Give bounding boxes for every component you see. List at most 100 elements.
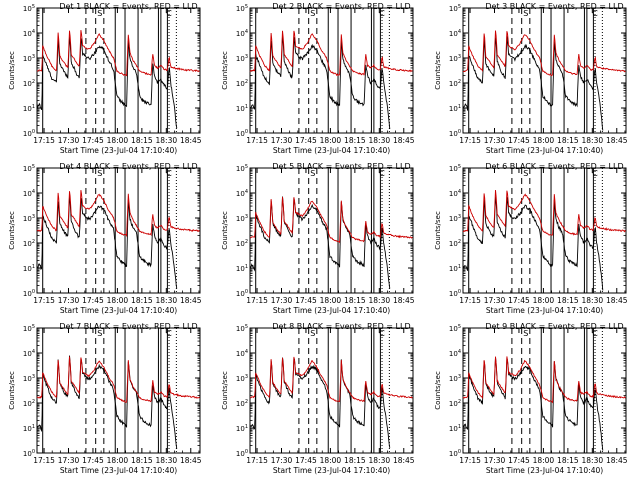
y-tick-label: 103 xyxy=(449,54,461,63)
x-tick-label: 17:30 xyxy=(271,456,293,465)
top-interval-label: S xyxy=(523,169,528,178)
events-series-line xyxy=(249,357,391,448)
y-tick-label: 104 xyxy=(236,189,248,198)
y-tick-label: 105 xyxy=(236,4,248,13)
x-tick-label: 18:00 xyxy=(533,456,555,465)
y-tick-label: 101 xyxy=(236,424,248,433)
x-tick-label: 18:30 xyxy=(156,456,178,465)
x-tick-label: 17:30 xyxy=(271,136,293,145)
x-tick-label: 17:45 xyxy=(508,136,530,145)
y-tick-label: 103 xyxy=(449,214,461,223)
plot-frame xyxy=(36,7,201,134)
x-tick-label: 18:30 xyxy=(369,456,391,465)
x-tick-label: 18:45 xyxy=(393,456,415,465)
y-tick-label: 103 xyxy=(236,54,248,63)
top-interval-label: C xyxy=(379,9,385,18)
y-tick-label: 103 xyxy=(236,374,248,383)
x-axis-label: Start Time (23-Jul-04 17:10:40) xyxy=(486,306,603,315)
detector-panel-1: Det 1 BLACK = Events, RED = LLD 100 101 102… xyxy=(8,2,202,155)
x-tick-label: 18:15 xyxy=(131,296,153,305)
panel-title: Det 7 BLACK = Events, RED = LLD xyxy=(59,322,197,331)
lld-series-line xyxy=(36,190,200,238)
detector-panel-4: Det 4 BLACK = Events, RED = LLD 100 101 102… xyxy=(8,162,202,315)
y-tick-label: 102 xyxy=(449,399,461,408)
y-tick-label: 104 xyxy=(236,29,248,38)
x-tick-label: 18:00 xyxy=(107,136,129,145)
x-tick-label: 18:15 xyxy=(131,456,153,465)
x-tick-label: 18:15 xyxy=(557,296,579,305)
x-axis-label: Start Time (23-Jul-04 17:10:40) xyxy=(60,146,177,155)
y-tick-label: 103 xyxy=(23,374,35,383)
x-tick-label: 18:45 xyxy=(393,136,415,145)
x-tick-label: 18:45 xyxy=(180,296,202,305)
x-tick-label: 17:30 xyxy=(484,456,506,465)
x-tick-label: 18:30 xyxy=(156,296,178,305)
top-interval-label: C xyxy=(379,169,385,178)
x-tick-label: 18:30 xyxy=(582,296,604,305)
x-tick-label: 18:15 xyxy=(344,136,366,145)
plot-frame xyxy=(462,327,627,454)
y-tick-label: 104 xyxy=(23,189,35,198)
y-tick-label: 101 xyxy=(449,264,461,273)
plot-frame xyxy=(462,7,627,134)
x-tick-label: 17:30 xyxy=(58,456,80,465)
y-tick-label: 103 xyxy=(449,374,461,383)
y-tick-label: 105 xyxy=(449,324,461,333)
events-series-line xyxy=(462,357,604,451)
x-tick-label: 18:30 xyxy=(582,456,604,465)
x-tick-label: 17:30 xyxy=(484,296,506,305)
x-tick-label: 18:45 xyxy=(180,136,202,145)
x-tick-label: 18:30 xyxy=(582,136,604,145)
x-tick-label: 18:00 xyxy=(320,456,342,465)
plot-frame xyxy=(36,327,201,454)
lld-series-line xyxy=(462,356,626,404)
x-tick-label: 17:15 xyxy=(246,136,268,145)
y-tick-label: 105 xyxy=(236,324,248,333)
panel-title: Det 5 BLACK = Events, RED = LLD xyxy=(272,162,410,171)
x-tick-label: 17:45 xyxy=(82,296,104,305)
y-tick-label: 100 xyxy=(23,449,35,458)
x-tick-label: 17:15 xyxy=(33,456,55,465)
top-interval-label: S xyxy=(97,329,102,338)
events-series-line xyxy=(249,196,391,289)
y-tick-label: 101 xyxy=(449,104,461,113)
panel-title: Det 4 BLACK = Events, RED = LLD xyxy=(59,162,197,171)
x-tick-label: 17:30 xyxy=(484,136,506,145)
y-tick-label: 104 xyxy=(449,29,461,38)
y-axis-label: Counts/sec xyxy=(221,51,229,90)
plot-frame xyxy=(249,7,414,134)
x-tick-label: 18:30 xyxy=(369,136,391,145)
y-tick-label: 104 xyxy=(236,349,248,358)
y-tick-label: 105 xyxy=(23,164,35,173)
events-series-line xyxy=(462,36,604,131)
x-axis-label: Start Time (23-Jul-04 17:10:40) xyxy=(273,146,390,155)
y-tick-label: 104 xyxy=(449,349,461,358)
top-interval-label: C xyxy=(166,169,172,178)
plot-frame xyxy=(462,167,627,294)
lld-series-line xyxy=(249,30,413,77)
x-tick-label: 18:00 xyxy=(533,296,555,305)
y-tick-label: 102 xyxy=(23,79,35,88)
x-tick-label: 18:00 xyxy=(107,296,129,305)
events-series-line xyxy=(36,196,178,289)
plot-frame xyxy=(249,327,414,454)
y-tick-label: 101 xyxy=(23,104,35,113)
y-axis-label: Counts/sec xyxy=(434,51,442,90)
x-axis-label: Start Time (23-Jul-04 17:10:40) xyxy=(60,466,177,475)
y-tick-label: 103 xyxy=(236,214,248,223)
x-tick-label: 18:45 xyxy=(393,296,415,305)
panel-title: Det 6 BLACK = Events, RED = LLD xyxy=(485,162,623,171)
lld-series-line xyxy=(36,30,200,77)
y-tick-label: 101 xyxy=(236,264,248,273)
x-tick-label: 18:00 xyxy=(320,136,342,145)
y-axis-label: Counts/sec xyxy=(8,211,16,250)
y-tick-label: 102 xyxy=(23,239,35,248)
detector-panel-8: Det 8 BLACK = Events, RED = LLD 100 101 102… xyxy=(221,322,415,475)
lld-series-line xyxy=(249,356,413,403)
plot-frame xyxy=(249,167,414,294)
y-tick-label: 100 xyxy=(449,129,461,138)
panel-title: Det 8 BLACK = Events, RED = LLD xyxy=(272,322,410,331)
x-tick-label: 18:45 xyxy=(606,136,628,145)
y-tick-label: 100 xyxy=(236,449,248,458)
x-tick-label: 18:30 xyxy=(156,136,178,145)
